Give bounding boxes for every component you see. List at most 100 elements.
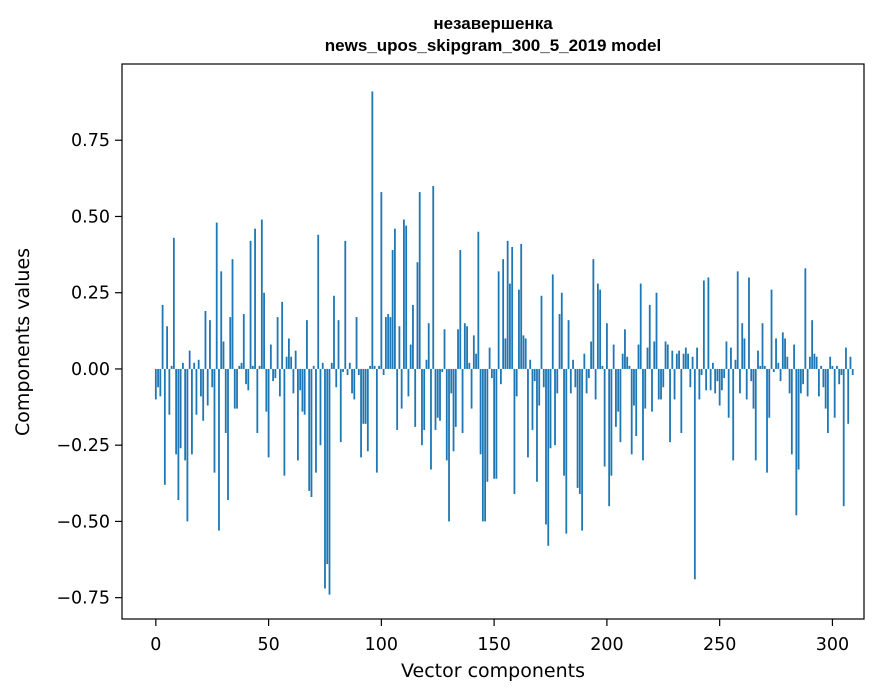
- bar-component-234: [682, 353, 685, 369]
- bar-component-49: [265, 368, 268, 412]
- bar-component-269: [761, 323, 764, 369]
- bar-component-14: [186, 368, 189, 522]
- bar-component-104: [389, 317, 392, 369]
- bar-component-152: [497, 271, 500, 369]
- bar-component-19: [197, 359, 200, 369]
- bar-component-66: [303, 368, 306, 415]
- bar-component-164: [524, 338, 527, 369]
- bar-component-266: [754, 368, 757, 461]
- bar-component-70: [312, 365, 315, 369]
- bar-component-125: [436, 368, 439, 418]
- bar-component-84: [344, 240, 347, 369]
- bar-component-99: [378, 365, 381, 369]
- bar-component-87: [351, 368, 353, 394]
- bar-component-7: [170, 365, 173, 369]
- bar-component-50: [267, 368, 270, 458]
- bar-component-308: [849, 356, 852, 369]
- bar-component-162: [520, 243, 523, 369]
- bar-component-253: [725, 341, 728, 369]
- bar-component-113: [409, 344, 412, 369]
- bar-component-153: [499, 368, 502, 385]
- bar-component-172: [542, 368, 545, 388]
- bar-component-29: [220, 271, 223, 369]
- bar-component-204: [615, 368, 617, 427]
- bar-component-131: [450, 368, 453, 394]
- bar-component-3: [161, 304, 164, 369]
- bar-component-303: [838, 368, 841, 385]
- bar-component-108: [398, 326, 401, 369]
- bar-component-83: [342, 368, 344, 372]
- bar-component-171: [540, 295, 543, 369]
- bar-component-227: [666, 344, 669, 369]
- bar-component-265: [752, 368, 755, 409]
- bar-component-178: [556, 368, 559, 394]
- bar-component-243: [702, 280, 705, 369]
- bar-component-71: [315, 368, 317, 473]
- bar-component-68: [308, 368, 311, 491]
- bar-component-12: [181, 362, 184, 369]
- bar-component-31: [224, 368, 227, 433]
- bar-component-157: [509, 283, 511, 369]
- bar-component-159: [513, 368, 516, 494]
- plot-area-frame: [121, 63, 865, 620]
- bar-component-22: [204, 311, 207, 369]
- bar-component-42: [249, 240, 252, 369]
- bar-component-106: [393, 228, 396, 369]
- bar-component-72: [317, 234, 320, 369]
- bar-component-17: [193, 362, 196, 369]
- bar-component-161: [518, 289, 520, 369]
- bar-component-295: [820, 365, 823, 369]
- bar-component-251: [721, 368, 723, 391]
- bar-component-58: [285, 356, 288, 369]
- bar-component-76: [326, 368, 329, 565]
- bar-component-309: [851, 368, 854, 376]
- bar-component-27: [215, 222, 218, 369]
- bar-component-299: [829, 356, 832, 369]
- bar-component-257: [734, 359, 737, 369]
- bar-component-129: [445, 368, 448, 461]
- bar-component-247: [711, 362, 714, 369]
- bar-component-24: [209, 320, 211, 369]
- bar-component-155: [504, 338, 507, 369]
- bar-component-145: [481, 368, 484, 522]
- bar-component-139: [468, 362, 471, 369]
- bar-component-283: [793, 344, 795, 369]
- bar-component-205: [617, 368, 620, 412]
- bar-component-82: [339, 368, 342, 443]
- bar-component-246: [709, 368, 712, 391]
- bar-component-237: [689, 368, 692, 388]
- x-tick-label: 250: [703, 635, 736, 655]
- bar-component-13: [184, 368, 187, 461]
- bar-component-90: [357, 368, 360, 376]
- bar-component-107: [396, 368, 399, 430]
- bar-component-112: [407, 368, 410, 397]
- bar-component-8: [172, 237, 175, 369]
- bar-component-230: [673, 368, 676, 400]
- bar-component-40: [245, 368, 247, 385]
- bar-component-21: [202, 368, 205, 421]
- bar-component-169: [536, 368, 538, 482]
- bar-component-301: [833, 368, 836, 418]
- bar-component-220: [651, 368, 653, 412]
- bar-component-278: [781, 332, 784, 369]
- bar-component-34: [231, 259, 234, 369]
- bar-component-196: [596, 283, 599, 369]
- bar-component-65: [301, 368, 304, 412]
- bar-component-298: [827, 368, 829, 433]
- bar-component-217: [644, 368, 647, 409]
- bar-component-307: [847, 368, 850, 424]
- bar-component-197: [599, 289, 602, 369]
- bar-component-199: [603, 368, 606, 467]
- bar-component-95: [369, 365, 371, 369]
- bar-component-192: [587, 368, 590, 379]
- x-tick-label: 0: [150, 635, 161, 655]
- bar-component-232: [678, 350, 680, 369]
- bar-component-297: [824, 368, 827, 409]
- bar-component-150: [493, 368, 496, 479]
- bar-component-100: [380, 192, 383, 369]
- bar-component-190: [583, 353, 586, 369]
- bar-component-296: [822, 368, 825, 388]
- bar-component-128: [443, 329, 446, 369]
- bar-component-151: [495, 368, 498, 479]
- bar-component-32: [227, 368, 229, 501]
